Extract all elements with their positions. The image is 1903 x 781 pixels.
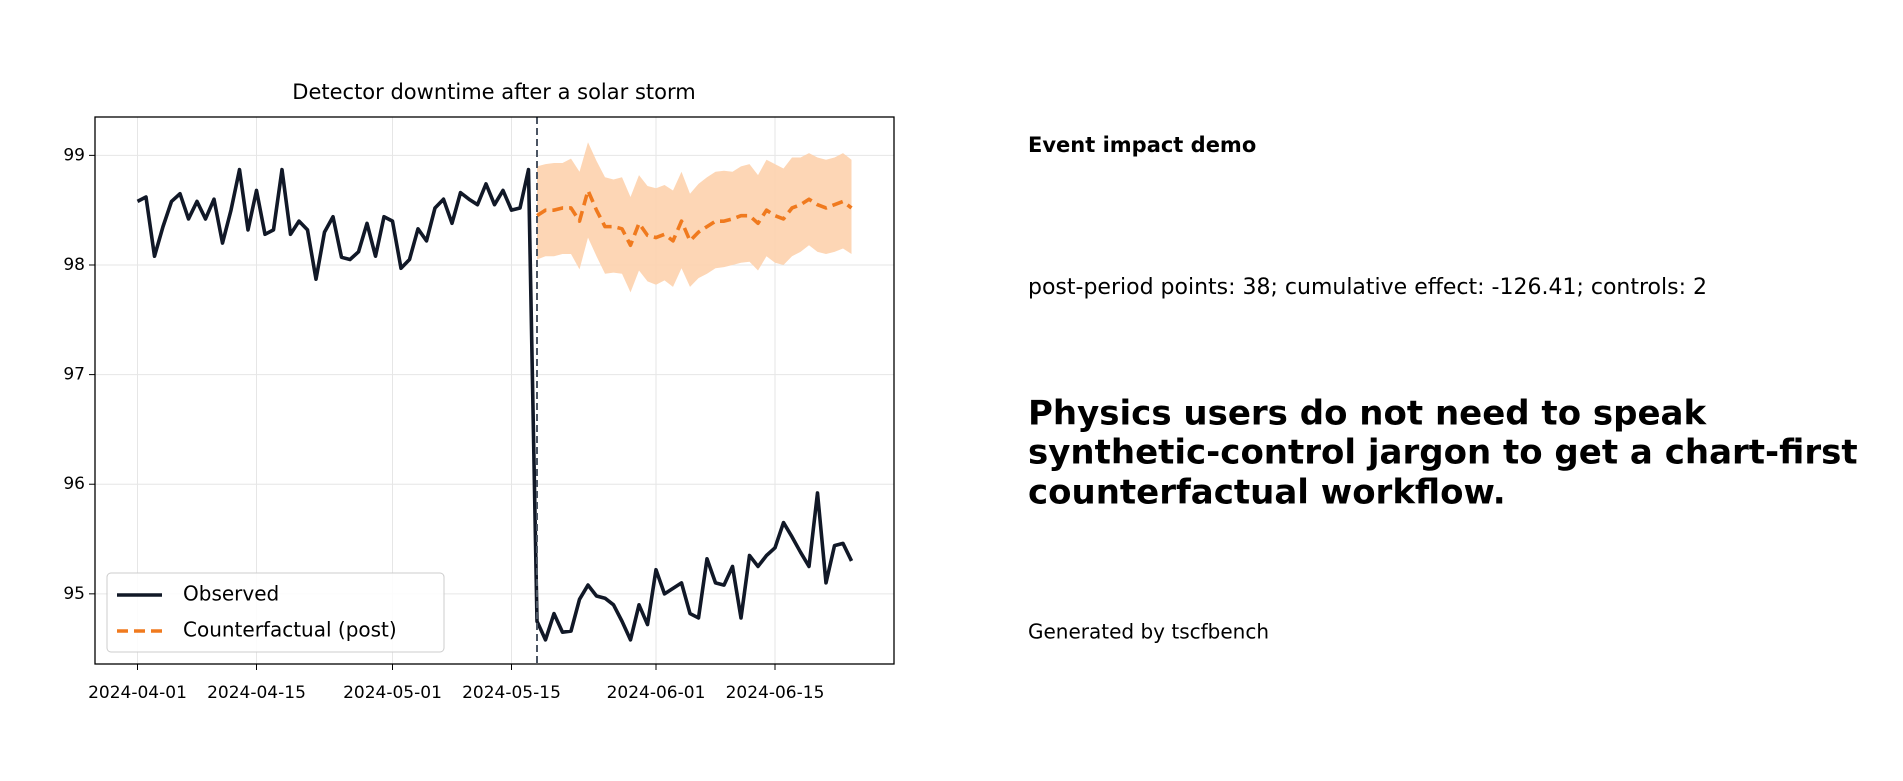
- x-tick-label: 2024-06-15: [726, 683, 825, 703]
- y-tick-label: 97: [63, 365, 85, 385]
- legend-label: Observed: [183, 582, 279, 606]
- headline-line: counterfactual workflow.: [1028, 473, 1506, 513]
- legend-label: Counterfactual (post): [183, 618, 397, 642]
- x-tick-label: 2024-05-01: [343, 683, 442, 703]
- legend-box: [106, 572, 445, 653]
- panel-footer: Generated by tscfbench: [1028, 620, 1269, 644]
- headline-line: Physics users do not need to speak: [1028, 394, 1707, 434]
- headline-line: synthetic-control jargon to get a chart-…: [1028, 433, 1858, 473]
- y-tick-label: 95: [63, 584, 85, 604]
- y-tick-label: 96: [63, 474, 85, 494]
- interval-band: [537, 142, 852, 293]
- plot-frame: [94, 116, 895, 665]
- x-tick-label: 2024-04-01: [88, 683, 187, 703]
- series-line: [136, 167, 854, 642]
- x-tick-label: 2024-04-15: [207, 683, 306, 703]
- panel-summary: post-period points: 38; cumulative effec…: [1028, 275, 1707, 300]
- x-tick-label: 2024-05-15: [462, 683, 561, 703]
- series-line: [536, 188, 853, 248]
- panel-heading: Event impact demo: [1028, 133, 1256, 157]
- x-tick-label: 2024-06-01: [607, 683, 706, 703]
- y-tick-label: 99: [63, 145, 85, 165]
- y-tick-label: 98: [63, 255, 85, 275]
- chart-title: Detector downtime after a solar storm: [292, 80, 695, 104]
